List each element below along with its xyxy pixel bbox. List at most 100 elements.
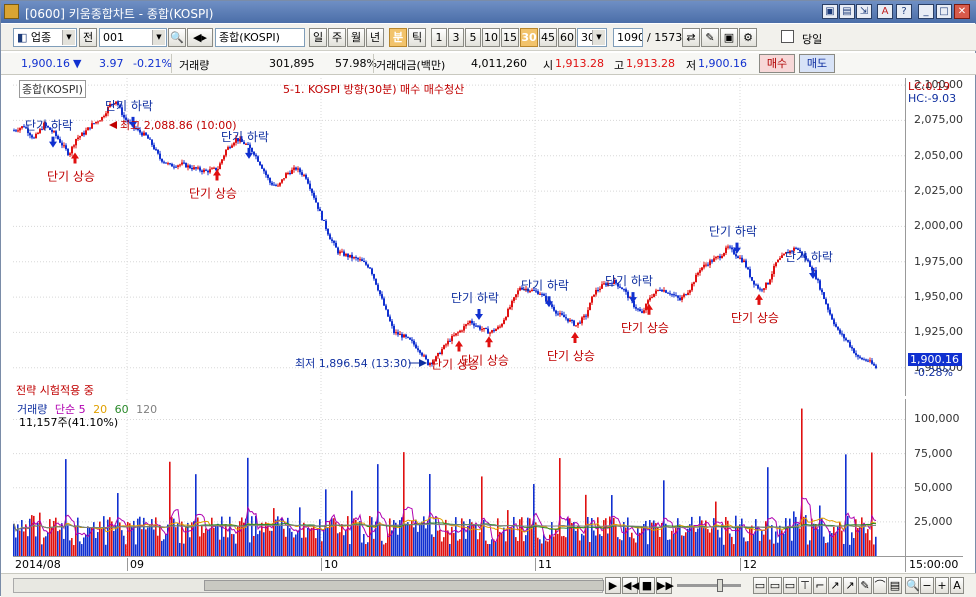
candle-body [85,130,87,135]
prefix-button[interactable]: 전 [79,28,97,47]
volume-chart[interactable]: 거래량 단순 5 20 60 120 11,157주(41.10%) [13,399,905,556]
zoom-in-icon[interactable]: + [935,577,949,594]
candle-body [317,202,319,209]
interval-input[interactable]: 30 ▼ [577,28,607,47]
refresh-icon[interactable]: ⇄ [682,28,700,47]
tool-icon[interactable]: ⌐ [813,577,827,594]
candle-body [225,149,227,156]
save-icon[interactable]: ▣ [720,28,738,47]
interval-60[interactable]: 60 [558,28,576,47]
candle-body [421,352,423,356]
period-day[interactable]: 일 [309,28,327,47]
candle-body [315,197,317,203]
volume-bar [715,501,717,556]
time-readout: 15:00:00 [905,556,963,572]
period-week[interactable]: 주 [328,28,346,47]
time-value: 15:00:00 [909,558,959,571]
today-checkbox[interactable] [781,30,794,43]
candle-body [285,173,287,179]
candle-body [109,103,111,108]
scroll-thumb[interactable] [204,580,604,591]
tool-icon[interactable]: ↗ [843,577,857,594]
help-icon[interactable]: ? [896,4,912,19]
period-tick[interactable]: 틱 [408,28,426,47]
candle-body [775,262,777,267]
interval-3[interactable]: 3 [448,28,464,47]
tool-icon[interactable]: ⊤ [798,577,812,594]
interval-1[interactable]: 1 [431,28,447,47]
close-button[interactable]: ✕ [954,4,970,19]
volume-bar [151,519,153,556]
zoom-slider[interactable] [677,579,741,592]
sell-button[interactable]: 매도 [799,54,835,73]
font-size-icon[interactable]: A [950,577,964,594]
volume-bar [815,524,817,556]
search-icon[interactable]: 🔍 [905,577,920,594]
candle-body [75,139,77,146]
minimize-button[interactable]: _ [918,4,934,19]
draw-icon[interactable]: ✎ [701,28,719,47]
sell-arrow-icon [49,136,57,148]
font-icon[interactable]: A [877,4,893,19]
volume-bar [153,529,155,556]
tool-icon[interactable]: ✎ [858,577,872,594]
volume-bar [529,518,531,556]
volume-bar [471,522,473,556]
interval-10[interactable]: 10 [482,28,500,47]
candle-body [703,264,705,268]
bottom-bar: ▶ ◀◀ ■ ▶▶ ▭ ▭ ▭ ⊤ ⌐ ↗ ↗ ✎ ⌒ ▤ 🔍 − + A [1,573,976,597]
title-bar[interactable]: [0600] 키움종합차트 - 종합(KOSPI) ▣ ▤ ⇲ A ? _ □ … [1,1,976,23]
split-icon[interactable]: ▤ [839,4,855,19]
link-icon[interactable]: ⇲ [856,4,872,19]
volume-legend[interactable]: 거래량 단순 5 20 60 120 [17,401,157,417]
chevron-down-icon[interactable]: ▼ [592,30,605,45]
code-input[interactable]: 001 ▼ [99,28,167,47]
tool-icon[interactable]: ▭ [768,577,782,594]
candle-body [239,138,241,142]
buy-button[interactable]: 매수 [759,54,795,73]
tool-icon[interactable]: ⌒ [873,577,887,594]
candle-body [171,163,173,167]
interval-45[interactable]: 45 [539,28,557,47]
scroll-right-icon[interactable]: ▶ [605,577,621,594]
maximize-button[interactable]: □ [936,4,952,19]
layout-icon[interactable]: ▣ [822,4,838,19]
buy-arrow-icon [645,303,653,315]
stop-icon[interactable]: ■ [639,577,655,594]
speaker-icon[interactable]: ◀▸ [187,28,213,47]
date-axis[interactable]: 2014/08 09 10 11 12 [13,556,905,572]
tool-icon[interactable]: ▭ [783,577,797,594]
volume-bar [323,529,325,556]
tool-icon[interactable]: ▤ [888,577,902,594]
volume-bar [847,515,849,556]
tool-icon[interactable]: ▭ [753,577,767,594]
price-legend[interactable]: 종합(KOSPI) [19,80,86,98]
interval-5[interactable]: 5 [465,28,481,47]
price-chart[interactable]: 단기 상승 단기 상승 단기 상승 단기 상승 단기 상승 단기 상승 단기 상승 단기 하락… [13,78,905,397]
search-icon[interactable]: 🔍 [168,28,186,47]
volume-axis[interactable]: 100,000 75,000 50,000 25,000 [905,399,963,556]
chevron-down-icon[interactable]: ▼ [152,30,165,45]
rewind-icon[interactable]: ◀◀ [622,577,640,594]
price-axis[interactable]: LC:0.19 HC:-9.03 2,100,00 2,075,00 2,050,0… [905,78,963,396]
tool-icon[interactable]: ↗ [828,577,842,594]
zoom-out-icon[interactable]: − [920,577,934,594]
volume-bar [871,452,873,556]
interval-30[interactable]: 30 [520,28,538,47]
volume-bar [107,519,109,556]
gear-icon[interactable]: ⚙ [739,28,757,47]
period-minute[interactable]: 분 [389,28,407,47]
candle-body [61,142,63,146]
period-year[interactable]: 년 [366,28,384,47]
count-input[interactable]: 1090 [613,28,643,47]
forward-icon[interactable]: ▶▶ [656,577,674,594]
volume-bar [533,484,535,556]
scroll-track[interactable] [13,578,604,593]
market-select[interactable]: ◧ 업종 ▼ [13,28,77,47]
interval-15[interactable]: 15 [501,28,519,47]
zoom-slider-handle[interactable] [717,579,723,592]
chevron-down-icon[interactable]: ▼ [62,30,75,45]
candle-body [275,184,277,186]
period-month[interactable]: 월 [347,28,365,47]
volume-bar [605,518,607,556]
